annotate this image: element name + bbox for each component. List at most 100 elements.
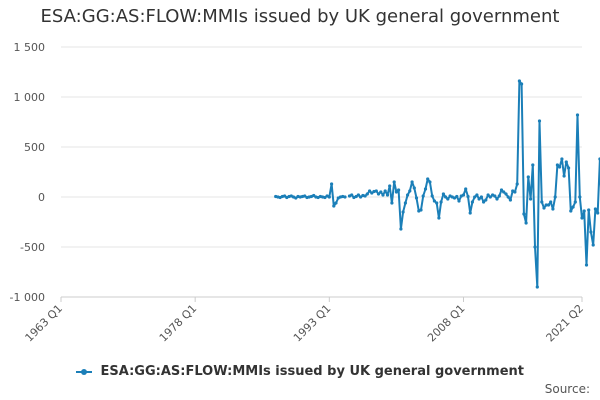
series-line[interactable] bbox=[349, 80, 600, 288]
data-point[interactable] bbox=[567, 166, 571, 170]
data-point[interactable] bbox=[537, 119, 542, 123]
data-point[interactable] bbox=[464, 187, 468, 191]
data-point[interactable] bbox=[457, 199, 461, 203]
data-point[interactable] bbox=[432, 199, 436, 203]
data-point[interactable] bbox=[461, 193, 466, 197]
data-point[interactable] bbox=[327, 195, 331, 199]
data-point[interactable] bbox=[580, 216, 584, 220]
data-point[interactable] bbox=[560, 157, 564, 161]
data-point[interactable] bbox=[486, 193, 490, 197]
data-point[interactable] bbox=[399, 227, 403, 231]
data-point[interactable] bbox=[466, 194, 470, 199]
data-point[interactable] bbox=[591, 243, 595, 247]
data-point[interactable] bbox=[526, 175, 530, 179]
data-point[interactable] bbox=[381, 193, 385, 197]
data-point[interactable] bbox=[365, 192, 369, 196]
series-line[interactable] bbox=[320, 183, 346, 207]
data-point[interactable] bbox=[441, 192, 445, 196]
data-point[interactable] bbox=[446, 197, 450, 201]
data-point[interactable] bbox=[356, 193, 360, 197]
data-point[interactable] bbox=[573, 200, 577, 204]
data-point[interactable] bbox=[546, 203, 551, 207]
data-point[interactable] bbox=[437, 216, 441, 220]
data-point[interactable] bbox=[401, 210, 405, 214]
data-point[interactable] bbox=[423, 187, 428, 191]
data-point[interactable] bbox=[515, 182, 519, 186]
data-point[interactable] bbox=[430, 194, 434, 198]
data-point[interactable] bbox=[529, 197, 533, 201]
data-point[interactable] bbox=[555, 163, 560, 167]
data-point[interactable] bbox=[475, 193, 479, 197]
data-point[interactable] bbox=[508, 198, 512, 202]
data-point[interactable] bbox=[428, 180, 432, 184]
data-point[interactable] bbox=[593, 207, 598, 211]
data-point[interactable] bbox=[551, 207, 555, 211]
data-point[interactable] bbox=[502, 190, 506, 194]
data-point[interactable] bbox=[575, 113, 580, 117]
data-point[interactable] bbox=[531, 163, 535, 167]
data-point[interactable] bbox=[482, 200, 486, 204]
data-point[interactable] bbox=[379, 190, 383, 194]
data-point[interactable] bbox=[452, 196, 457, 200]
data-point[interactable] bbox=[426, 177, 430, 181]
legend[interactable]: ESA:GG:AS:FLOW:MMIs issued by UK general… bbox=[0, 364, 600, 379]
data-point[interactable] bbox=[303, 194, 307, 198]
data-point[interactable] bbox=[542, 206, 546, 210]
data-point[interactable] bbox=[473, 195, 477, 199]
data-point[interactable] bbox=[513, 190, 517, 194]
data-point[interactable] bbox=[444, 195, 448, 199]
data-point[interactable] bbox=[330, 182, 334, 186]
data-point[interactable] bbox=[571, 205, 575, 209]
data-point[interactable] bbox=[564, 160, 568, 164]
data-point[interactable] bbox=[390, 201, 394, 205]
data-point[interactable] bbox=[477, 197, 481, 201]
data-point[interactable] bbox=[504, 192, 508, 196]
series-line-group[interactable] bbox=[274, 79, 600, 289]
data-point[interactable] bbox=[468, 211, 472, 215]
data-point[interactable] bbox=[589, 230, 593, 234]
data-point[interactable] bbox=[439, 200, 443, 204]
data-point[interactable] bbox=[535, 285, 539, 289]
data-point[interactable] bbox=[488, 195, 492, 199]
data-point[interactable] bbox=[421, 194, 425, 198]
data-point[interactable] bbox=[524, 221, 528, 225]
data-point[interactable] bbox=[414, 196, 419, 200]
data-point[interactable] bbox=[412, 186, 416, 190]
data-point[interactable] bbox=[517, 79, 522, 83]
data-point[interactable] bbox=[578, 195, 582, 199]
data-point[interactable] bbox=[403, 201, 407, 205]
data-point[interactable] bbox=[394, 190, 398, 194]
data-point[interactable] bbox=[522, 212, 526, 216]
data-point[interactable] bbox=[455, 194, 459, 199]
data-point[interactable] bbox=[350, 193, 354, 197]
data-point[interactable] bbox=[343, 195, 347, 199]
data-point[interactable] bbox=[540, 200, 544, 204]
data-point[interactable] bbox=[520, 82, 524, 86]
data-point[interactable] bbox=[368, 189, 372, 193]
data-point[interactable] bbox=[558, 165, 562, 169]
data-point[interactable] bbox=[392, 180, 396, 184]
data-point[interactable] bbox=[408, 189, 412, 193]
data-point[interactable] bbox=[435, 201, 439, 205]
data-point[interactable] bbox=[497, 194, 501, 198]
data-point[interactable] bbox=[410, 180, 414, 184]
data-point[interactable] bbox=[383, 189, 387, 193]
data-point[interactable] bbox=[388, 184, 392, 188]
data-point[interactable] bbox=[334, 201, 338, 205]
data-point[interactable] bbox=[385, 193, 390, 197]
data-point[interactable] bbox=[406, 193, 410, 197]
data-point[interactable] bbox=[584, 263, 589, 267]
data-point[interactable] bbox=[484, 198, 488, 202]
data-point[interactable] bbox=[363, 194, 367, 198]
data-point[interactable] bbox=[533, 245, 537, 249]
data-point[interactable] bbox=[544, 203, 548, 207]
data-point[interactable] bbox=[596, 211, 600, 215]
data-point[interactable] bbox=[493, 194, 497, 198]
data-point[interactable] bbox=[419, 208, 423, 212]
data-point[interactable] bbox=[495, 197, 499, 201]
data-point[interactable] bbox=[359, 195, 363, 199]
data-point[interactable] bbox=[332, 204, 336, 208]
data-point[interactable] bbox=[479, 195, 483, 199]
data-point[interactable] bbox=[582, 209, 586, 213]
data-point[interactable] bbox=[553, 195, 557, 199]
